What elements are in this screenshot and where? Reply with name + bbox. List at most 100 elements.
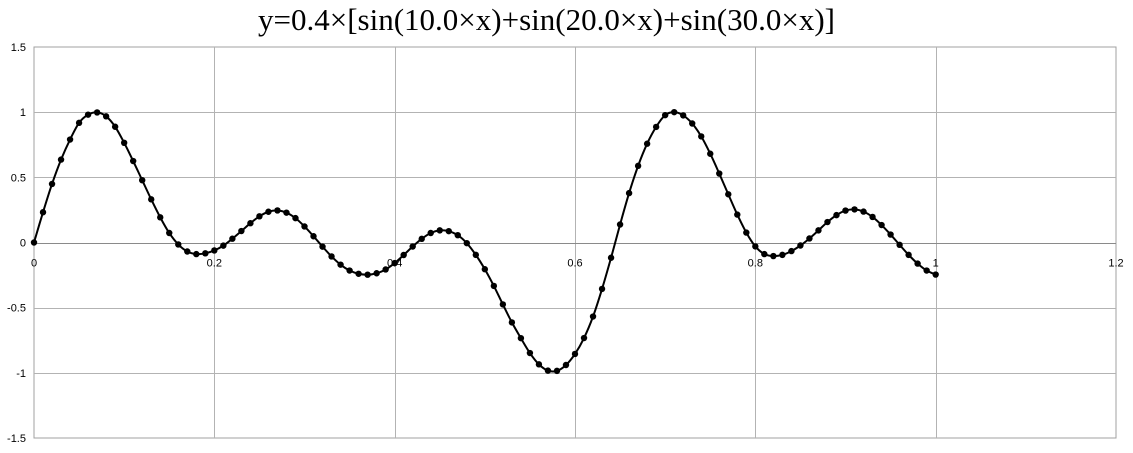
data-point bbox=[265, 208, 272, 215]
data-point bbox=[851, 206, 858, 213]
data-point bbox=[869, 213, 876, 221]
data-point bbox=[30, 239, 38, 246]
x-tick-label: 0.8 bbox=[748, 258, 763, 270]
data-point bbox=[535, 361, 543, 368]
data-point bbox=[616, 221, 624, 228]
data-point bbox=[310, 233, 317, 240]
data-point bbox=[39, 209, 47, 216]
data-point bbox=[499, 301, 507, 308]
data-point bbox=[274, 207, 281, 214]
data-point bbox=[860, 208, 867, 215]
data-point bbox=[319, 243, 326, 250]
data-point bbox=[283, 209, 290, 216]
data-point bbox=[743, 229, 750, 236]
y-tick-label: 0 bbox=[20, 238, 26, 250]
data-point bbox=[418, 235, 425, 243]
data-point bbox=[896, 241, 903, 249]
data-point bbox=[120, 139, 128, 146]
data-point bbox=[229, 235, 236, 242]
data-point bbox=[472, 251, 480, 259]
data-point bbox=[815, 227, 822, 234]
data-point bbox=[292, 214, 299, 222]
data-point bbox=[761, 250, 768, 258]
data-point bbox=[905, 251, 912, 259]
data-point bbox=[75, 119, 83, 127]
data-point bbox=[508, 319, 516, 326]
data-point bbox=[788, 247, 795, 255]
x-tick-label: 0 bbox=[31, 258, 37, 270]
data-point bbox=[779, 251, 786, 259]
data-point bbox=[571, 350, 579, 358]
y-tick-label: 1 bbox=[20, 107, 26, 119]
data-point bbox=[734, 211, 741, 218]
data-point bbox=[193, 250, 200, 258]
series-line bbox=[33, 111, 937, 373]
data-point bbox=[66, 136, 74, 143]
data-point bbox=[301, 223, 308, 230]
chart-title: y=0.4×[sin(10.0×x)+sin(20.0×x)+sin(30.0×… bbox=[258, 2, 835, 37]
data-point bbox=[364, 271, 371, 278]
data-point bbox=[842, 207, 849, 214]
data-point bbox=[661, 111, 669, 119]
data-point bbox=[157, 214, 164, 221]
data-point bbox=[752, 243, 759, 250]
data-point bbox=[247, 220, 254, 227]
data-point bbox=[166, 229, 173, 237]
data-point bbox=[607, 254, 615, 261]
data-point bbox=[652, 123, 660, 131]
data-point bbox=[202, 250, 209, 257]
x-tick-label: 1.2 bbox=[1108, 258, 1123, 270]
data-point bbox=[625, 189, 633, 197]
data-point bbox=[878, 221, 885, 229]
data-point bbox=[373, 270, 380, 277]
data-point bbox=[48, 180, 56, 188]
data-point bbox=[93, 109, 101, 116]
data-point bbox=[517, 334, 525, 342]
x-tick-label: 0.6 bbox=[567, 258, 582, 270]
y-tick-label: 0.5 bbox=[11, 172, 26, 184]
data-point bbox=[436, 227, 443, 234]
series bbox=[30, 108, 939, 375]
data-point bbox=[716, 170, 723, 177]
data-point bbox=[238, 227, 245, 235]
data-point bbox=[490, 282, 498, 290]
data-point bbox=[427, 229, 434, 237]
data-point bbox=[57, 156, 65, 163]
data-point bbox=[102, 113, 110, 120]
x-tick-label: 1 bbox=[933, 258, 939, 270]
data-point bbox=[256, 213, 263, 220]
data-point bbox=[337, 261, 344, 268]
data-point bbox=[184, 248, 191, 255]
y-tick-label: -1.5 bbox=[7, 433, 26, 445]
data-point bbox=[175, 241, 182, 248]
data-point bbox=[670, 108, 678, 116]
data-point bbox=[562, 361, 570, 369]
data-point bbox=[355, 270, 362, 277]
grid-lines bbox=[33, 46, 1117, 439]
data-point bbox=[923, 267, 930, 274]
data-point bbox=[328, 253, 335, 260]
data-point bbox=[111, 123, 119, 130]
data-point bbox=[382, 266, 389, 273]
data-point bbox=[833, 211, 840, 219]
data-point bbox=[914, 260, 921, 267]
data-point bbox=[445, 227, 452, 235]
data-point bbox=[409, 243, 416, 250]
data-point bbox=[824, 218, 831, 226]
data-point bbox=[481, 266, 489, 273]
data-point bbox=[689, 120, 696, 127]
data-point bbox=[680, 112, 687, 119]
y-tick-label: 1.5 bbox=[11, 42, 26, 54]
x-tick-label: 0.2 bbox=[207, 258, 222, 270]
data-point bbox=[84, 111, 92, 118]
data-point bbox=[932, 271, 939, 278]
y-tick-label: -0.5 bbox=[7, 303, 26, 315]
data-point bbox=[698, 133, 705, 140]
data-point bbox=[211, 247, 218, 254]
data-point bbox=[148, 196, 155, 203]
data-point bbox=[770, 252, 777, 260]
data-point bbox=[598, 285, 606, 293]
y-tick-label: -1 bbox=[16, 368, 26, 380]
data-point bbox=[346, 267, 353, 274]
